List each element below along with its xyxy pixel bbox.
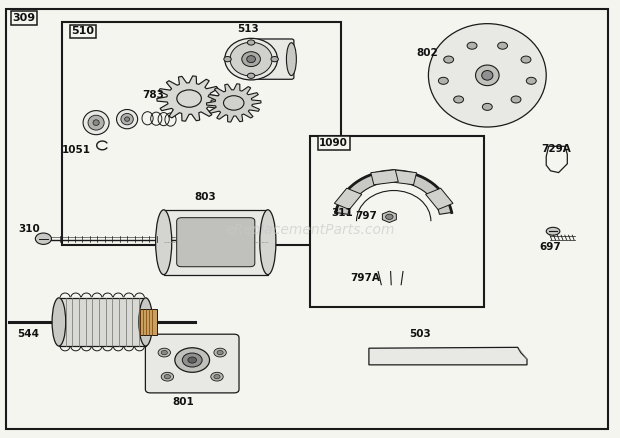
Text: 729A: 729A [541,144,571,154]
Circle shape [158,348,170,357]
Circle shape [521,56,531,63]
Text: 797: 797 [355,211,377,221]
FancyBboxPatch shape [59,298,146,346]
Circle shape [35,233,51,244]
Text: 503: 503 [409,329,431,339]
Polygon shape [383,211,396,223]
Ellipse shape [230,42,272,76]
FancyBboxPatch shape [164,210,268,275]
Circle shape [214,348,226,357]
FancyBboxPatch shape [310,136,484,307]
Circle shape [454,96,464,103]
Bar [371,170,398,185]
FancyBboxPatch shape [140,309,157,335]
Circle shape [271,57,278,62]
Ellipse shape [121,113,133,125]
Ellipse shape [225,39,278,80]
Circle shape [211,372,223,381]
Circle shape [214,374,220,379]
Text: 1090: 1090 [319,138,348,148]
Text: 697: 697 [539,242,561,252]
Circle shape [444,56,454,63]
Circle shape [526,78,536,85]
Circle shape [438,78,448,85]
Text: 797A: 797A [350,272,380,283]
Text: 783: 783 [143,90,164,100]
Circle shape [467,42,477,49]
Text: 513: 513 [237,24,259,34]
Ellipse shape [156,210,172,275]
Circle shape [175,348,210,372]
Text: 802: 802 [416,48,438,58]
FancyBboxPatch shape [6,9,608,429]
Circle shape [182,353,202,367]
Text: 803: 803 [194,192,216,202]
Circle shape [164,374,171,379]
Circle shape [386,214,393,219]
Text: 310: 310 [19,224,40,234]
Polygon shape [335,171,452,214]
FancyBboxPatch shape [145,334,239,393]
Circle shape [247,73,255,78]
Circle shape [188,357,197,363]
Ellipse shape [93,120,99,125]
Ellipse shape [117,110,138,129]
Bar [389,170,417,185]
FancyBboxPatch shape [249,39,294,79]
FancyBboxPatch shape [177,218,255,267]
Ellipse shape [242,52,260,67]
Text: 309: 309 [12,13,35,23]
Ellipse shape [88,115,104,130]
Ellipse shape [546,227,560,235]
Ellipse shape [476,65,499,86]
FancyBboxPatch shape [62,22,341,245]
Bar [425,188,453,209]
Text: 801: 801 [172,397,194,407]
Ellipse shape [125,117,130,121]
Circle shape [161,372,174,381]
Circle shape [511,96,521,103]
Polygon shape [369,347,527,365]
Text: 510: 510 [71,26,94,36]
Circle shape [482,103,492,110]
Ellipse shape [139,298,153,346]
Ellipse shape [482,71,493,80]
Ellipse shape [83,110,109,135]
Circle shape [161,350,167,355]
Text: 1051: 1051 [62,145,91,155]
Circle shape [224,57,231,62]
Text: 311: 311 [332,208,353,219]
Polygon shape [157,76,221,121]
Ellipse shape [52,298,66,346]
Text: eReplacementParts.com: eReplacementParts.com [225,223,395,237]
Ellipse shape [247,56,255,63]
Ellipse shape [428,24,546,127]
Circle shape [247,40,255,45]
Text: 544: 544 [17,329,39,339]
Circle shape [217,350,223,355]
Bar [334,188,362,209]
Polygon shape [206,84,261,122]
Circle shape [498,42,508,49]
Ellipse shape [286,42,296,76]
Ellipse shape [260,210,276,275]
